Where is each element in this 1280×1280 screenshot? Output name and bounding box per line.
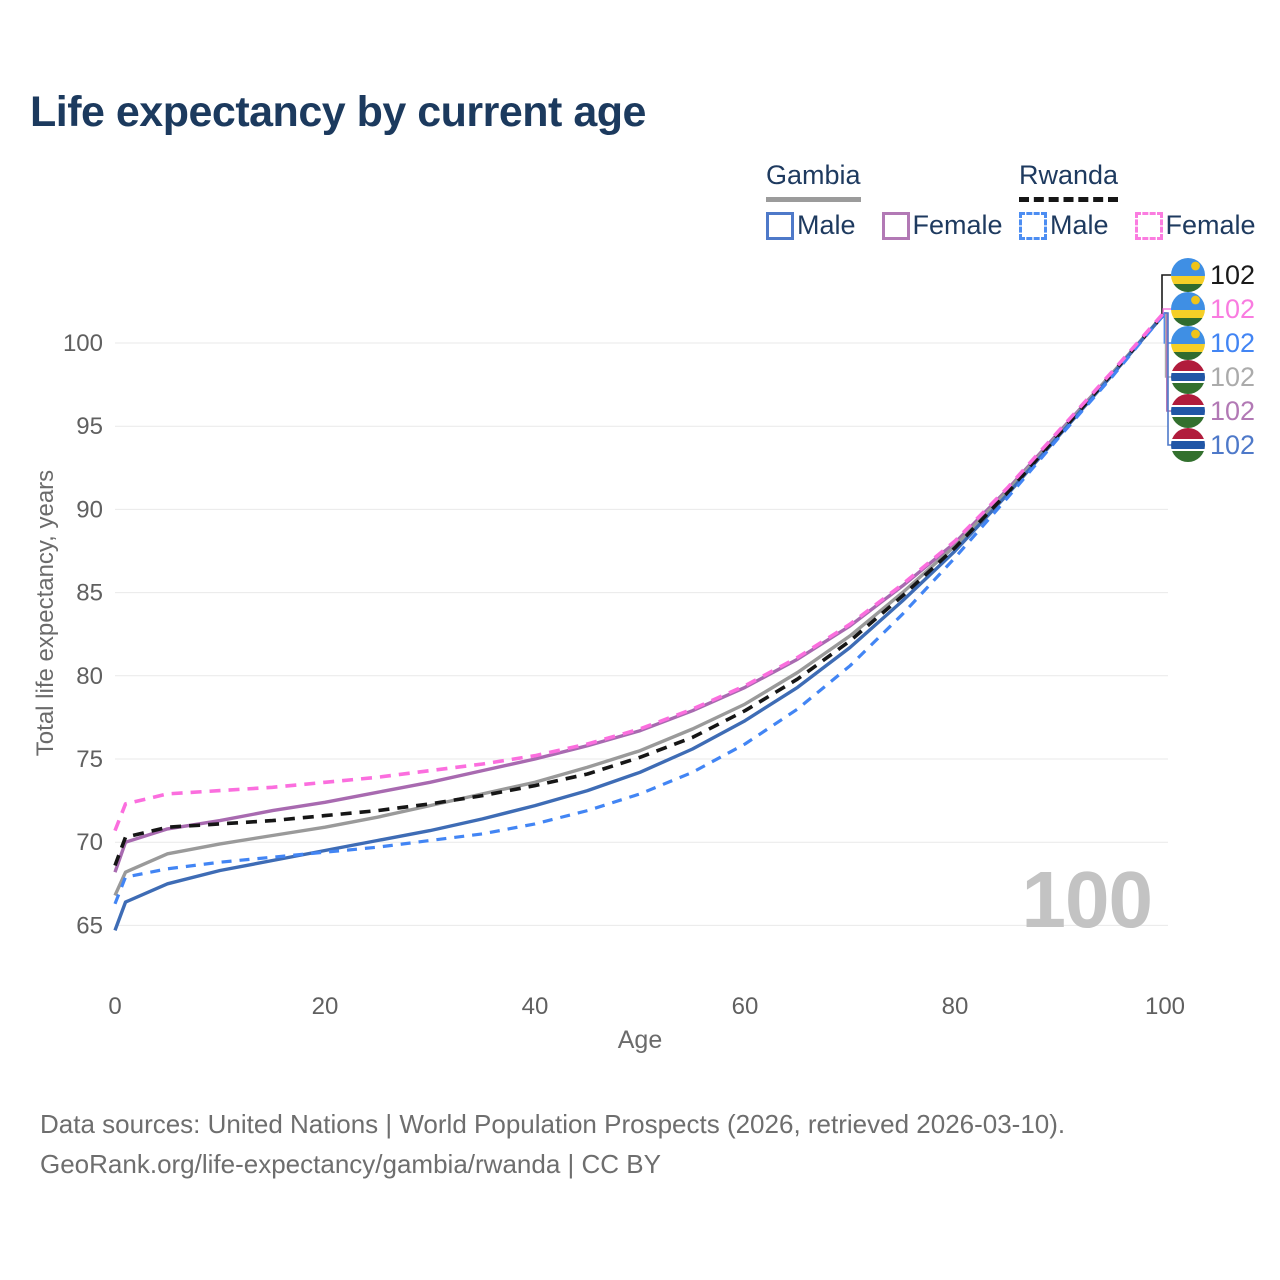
y-tick-label: 95	[76, 413, 103, 440]
x-tick-label: 80	[942, 993, 969, 1020]
footer: Data sources: United Nations | World Pop…	[40, 1104, 1065, 1184]
y-tick-label: 65	[76, 912, 103, 939]
end-labels: 102 102 102 102 102 102	[1161, 258, 1255, 462]
end-value-label: 102	[1210, 328, 1255, 358]
end-value-label: 102	[1210, 362, 1255, 392]
end-label-connector	[1165, 312, 1171, 446]
x-axis-title: Age	[617, 1026, 663, 1054]
end-label-connector	[1161, 274, 1171, 314]
x-tick-label: 40	[522, 993, 549, 1020]
series-line-rwanda-female	[113, 310, 1167, 832]
gambia-flag-icon	[1171, 394, 1205, 428]
rwanda-flag-icon	[1171, 326, 1205, 360]
x-tick-label: 100	[1145, 993, 1185, 1020]
y-tick-label: 90	[76, 496, 103, 523]
series-line-gambia-male	[113, 311, 1167, 931]
series-line-rwanda-both	[113, 311, 1167, 867]
x-tick-label: 20	[312, 993, 339, 1020]
y-tick-label: 80	[76, 663, 103, 690]
legend-group-gambia: Gambia Male Female	[766, 160, 1029, 241]
gambia-flag-icon	[1171, 428, 1205, 462]
attribution-line: GeoRank.org/life-expectancy/gambia/rwand…	[40, 1149, 661, 1179]
series-lines	[113, 310, 1167, 931]
legend-row-gambia: Male Female	[766, 210, 1029, 241]
y-tick-label: 75	[76, 746, 103, 773]
legend-group-rwanda: Rwanda Male Female	[1019, 160, 1280, 241]
end-value-label: 102	[1210, 396, 1255, 426]
rwanda-flag-icon	[1171, 258, 1205, 292]
y-tick-label: 85	[76, 580, 103, 607]
x-tick-label: 0	[108, 993, 121, 1020]
series-line-gambia-both	[113, 311, 1167, 897]
y-tick-label: 100	[63, 330, 103, 357]
legend-country-rwanda: Rwanda	[1019, 160, 1119, 202]
data-source-line: Data sources: United Nations | World Pop…	[40, 1109, 1066, 1139]
gambia-flag-icon	[1171, 360, 1205, 394]
x-tick-label: 60	[732, 993, 759, 1020]
age-watermark: 100	[1021, 855, 1153, 944]
page-title: Life expectancy by current age	[30, 88, 646, 136]
legend-gambia-female-swatch[interactable]	[881, 211, 910, 240]
gridlines: 65 70 75 80 85 90 95 100	[63, 330, 1168, 939]
y-tick-label: 70	[76, 829, 103, 856]
legend-row-rwanda: Male Female	[1019, 210, 1280, 241]
series-line-rwanda-male	[113, 311, 1167, 905]
rwanda-flag-icon	[1171, 292, 1205, 326]
legend-rwanda-female-swatch[interactable]	[1134, 211, 1163, 240]
legend-country-gambia: Gambia	[766, 160, 861, 202]
legend-rwanda-female-label[interactable]: Female	[1165, 210, 1256, 240]
end-value-label: 102	[1210, 260, 1255, 290]
end-value-label: 102	[1210, 430, 1255, 460]
legend-gambia-male-label[interactable]: Male	[797, 210, 856, 240]
legend-rwanda-male-swatch[interactable]	[1019, 211, 1047, 240]
legend-rwanda-male-label[interactable]: Male	[1050, 210, 1109, 240]
legend-gambia-female-label[interactable]: Female	[912, 210, 1003, 240]
legend-gambia-male-swatch[interactable]	[766, 211, 794, 240]
end-value-label: 102	[1210, 294, 1255, 324]
